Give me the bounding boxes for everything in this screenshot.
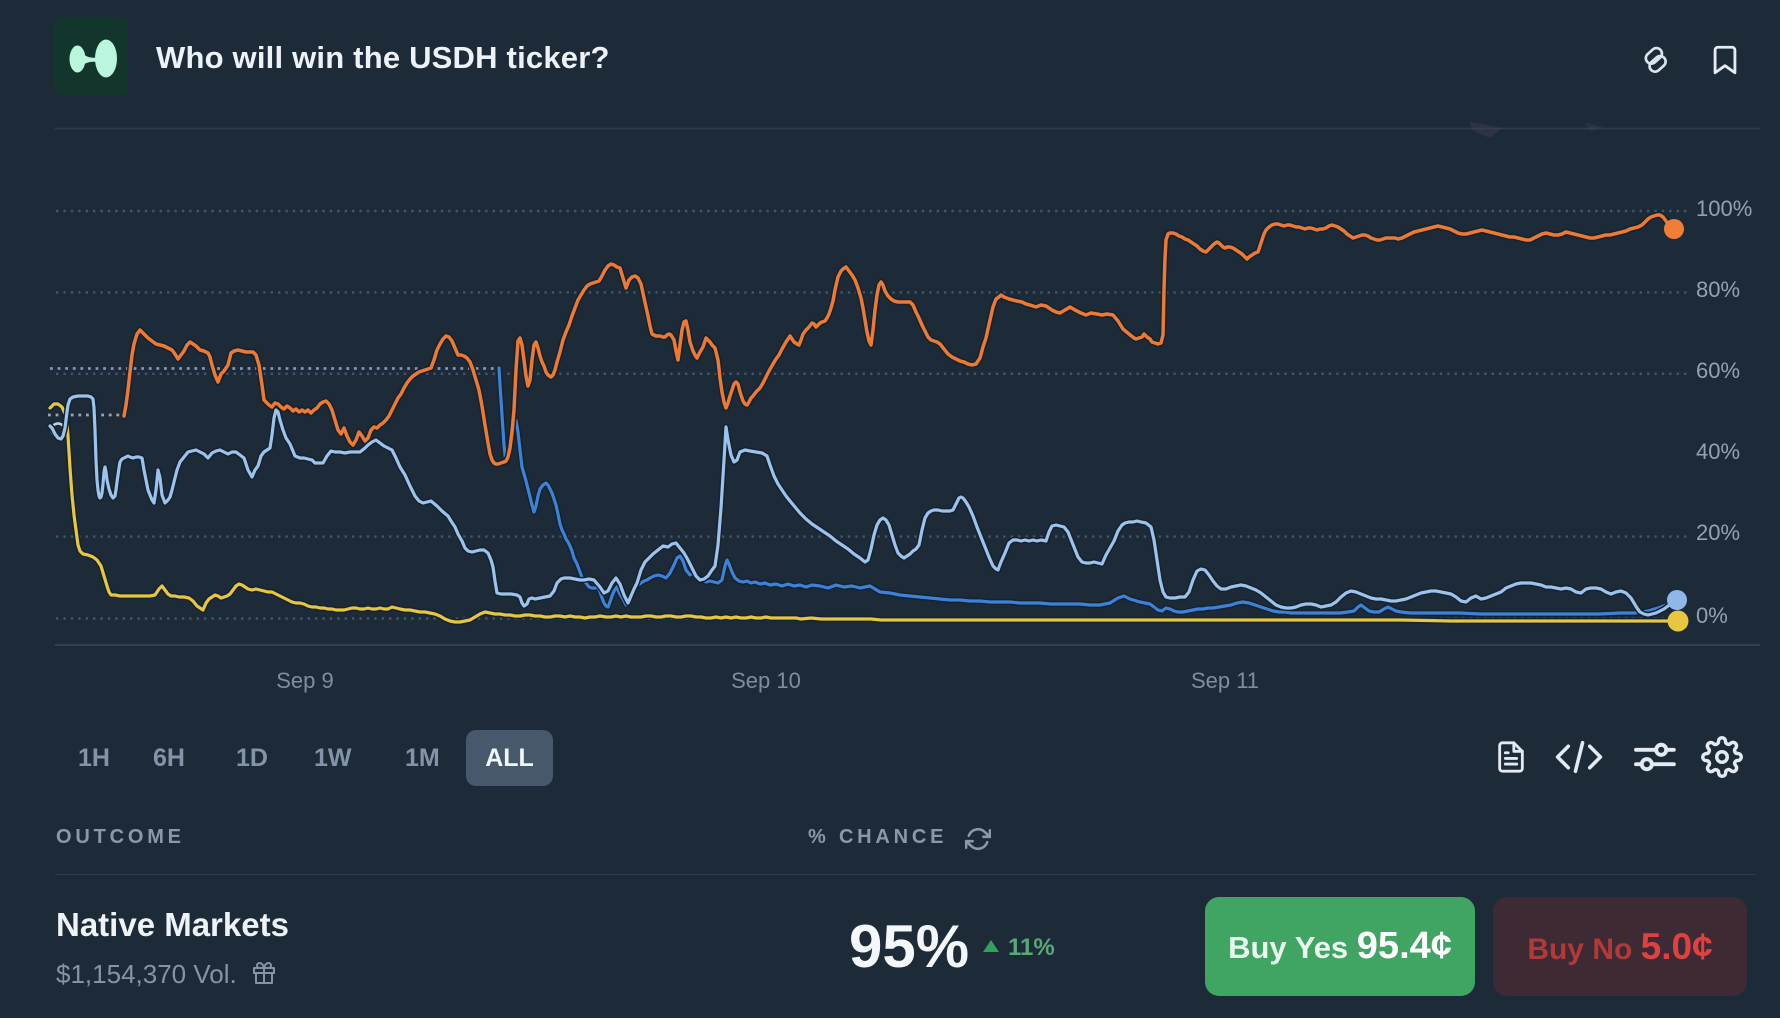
svg-text:0%: 0% xyxy=(1696,603,1728,628)
svg-text:80%: 80% xyxy=(1696,277,1740,302)
svg-text:60%: 60% xyxy=(1696,358,1740,383)
svg-text:Sep 10: Sep 10 xyxy=(731,668,801,693)
svg-text:Sep 11: Sep 11 xyxy=(1191,668,1259,693)
svg-text:100%: 100% xyxy=(1696,196,1752,221)
svg-text:40%: 40% xyxy=(1696,439,1740,464)
svg-text:Sep 9: Sep 9 xyxy=(276,668,334,693)
svg-text:20%: 20% xyxy=(1696,520,1740,545)
